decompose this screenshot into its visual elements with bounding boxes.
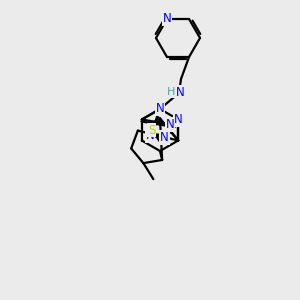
Text: N: N xyxy=(176,85,184,99)
Text: N: N xyxy=(174,113,183,126)
Text: N: N xyxy=(156,103,164,116)
Text: N: N xyxy=(166,118,174,131)
Text: H: H xyxy=(167,87,175,97)
Text: N: N xyxy=(163,12,171,26)
Text: N: N xyxy=(146,129,154,142)
Text: N: N xyxy=(160,131,169,144)
Text: S: S xyxy=(148,124,155,136)
